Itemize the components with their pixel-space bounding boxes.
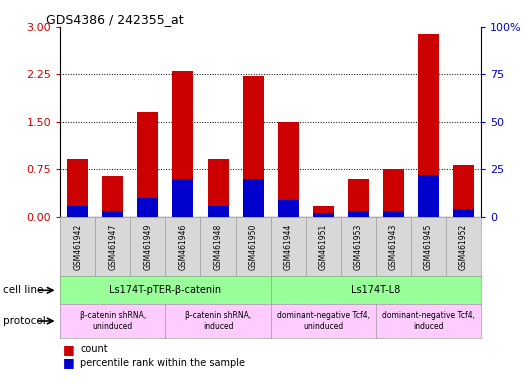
Text: dominant-negative Tcf4,
induced: dominant-negative Tcf4, induced bbox=[382, 311, 475, 331]
Bar bbox=[102, 211, 123, 217]
Bar bbox=[453, 209, 474, 217]
Text: GSM461952: GSM461952 bbox=[459, 223, 468, 270]
Bar bbox=[313, 205, 334, 217]
Bar bbox=[418, 175, 439, 217]
Bar bbox=[138, 198, 158, 217]
Text: count: count bbox=[80, 344, 108, 354]
Text: GSM461948: GSM461948 bbox=[213, 223, 222, 270]
Text: GSM461951: GSM461951 bbox=[319, 223, 328, 270]
Text: dominant-negative Tcf4,
uninduced: dominant-negative Tcf4, uninduced bbox=[277, 311, 370, 331]
Text: ■: ■ bbox=[63, 343, 74, 356]
Bar bbox=[138, 113, 158, 217]
Text: GDS4386 / 242355_at: GDS4386 / 242355_at bbox=[46, 13, 184, 26]
Bar bbox=[383, 169, 404, 217]
Bar bbox=[173, 71, 194, 217]
Text: ■: ■ bbox=[63, 356, 74, 369]
Text: GSM461950: GSM461950 bbox=[248, 223, 258, 270]
Text: Ls174T-pTER-β-catenin: Ls174T-pTER-β-catenin bbox=[109, 285, 221, 295]
Bar bbox=[453, 165, 474, 217]
Bar bbox=[348, 211, 369, 217]
Text: β-catenin shRNA,
induced: β-catenin shRNA, induced bbox=[185, 311, 251, 331]
Text: GSM461942: GSM461942 bbox=[73, 223, 82, 270]
Text: Ls174T-L8: Ls174T-L8 bbox=[351, 285, 401, 295]
Text: β-catenin shRNA,
uninduced: β-catenin shRNA, uninduced bbox=[79, 311, 146, 331]
Text: GSM461946: GSM461946 bbox=[178, 223, 187, 270]
Text: GSM461944: GSM461944 bbox=[283, 223, 293, 270]
Text: protocol: protocol bbox=[3, 316, 46, 326]
Text: cell line: cell line bbox=[3, 285, 43, 295]
Text: GSM461949: GSM461949 bbox=[143, 223, 152, 270]
Bar bbox=[243, 179, 264, 217]
Text: GSM461947: GSM461947 bbox=[108, 223, 117, 270]
Bar bbox=[383, 211, 404, 217]
Text: percentile rank within the sample: percentile rank within the sample bbox=[80, 358, 245, 368]
Text: GSM461953: GSM461953 bbox=[354, 223, 363, 270]
Bar bbox=[67, 205, 88, 217]
Bar bbox=[67, 159, 88, 217]
Bar bbox=[102, 176, 123, 217]
Bar bbox=[208, 159, 229, 217]
Bar bbox=[243, 76, 264, 217]
Bar bbox=[278, 122, 299, 217]
Text: GSM461945: GSM461945 bbox=[424, 223, 433, 270]
Bar bbox=[313, 213, 334, 217]
Bar bbox=[173, 179, 194, 217]
Bar bbox=[208, 205, 229, 217]
Bar bbox=[278, 200, 299, 217]
Bar bbox=[418, 35, 439, 217]
Text: GSM461943: GSM461943 bbox=[389, 223, 398, 270]
Bar bbox=[348, 179, 369, 217]
